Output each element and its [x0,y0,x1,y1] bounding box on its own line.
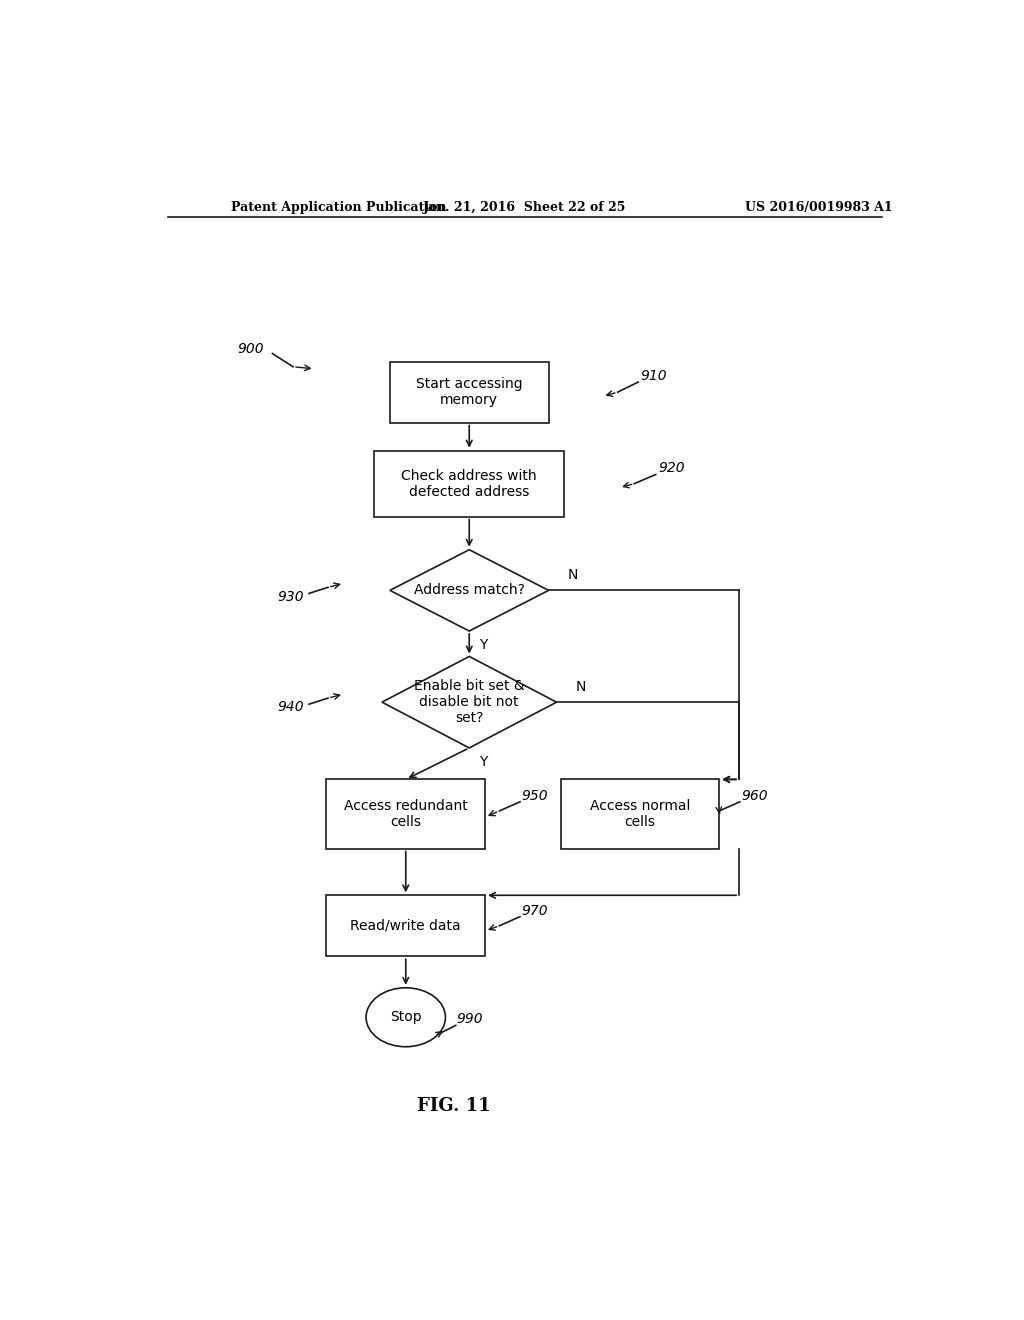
Text: Patent Application Publication: Patent Application Publication [231,201,446,214]
Text: FIG. 11: FIG. 11 [417,1097,490,1114]
Text: Enable bit set &
disable bit not
set?: Enable bit set & disable bit not set? [414,678,524,726]
Polygon shape [382,656,557,748]
Text: Check address with
defected address: Check address with defected address [401,469,537,499]
Text: 970: 970 [522,903,549,917]
Text: Access redundant
cells: Access redundant cells [344,799,468,829]
Text: 900: 900 [238,342,264,356]
Text: 930: 930 [278,590,304,605]
FancyBboxPatch shape [327,779,485,849]
Text: N: N [567,568,578,582]
Text: 990: 990 [456,1012,482,1026]
Text: Address match?: Address match? [414,583,524,598]
FancyBboxPatch shape [390,362,549,422]
Text: 920: 920 [658,462,685,475]
FancyBboxPatch shape [327,895,485,956]
Text: Start accessing
memory: Start accessing memory [416,378,522,408]
FancyBboxPatch shape [374,450,564,516]
Text: N: N [575,680,586,694]
Text: Read/write data: Read/write data [350,919,461,933]
Text: Jan. 21, 2016  Sheet 22 of 25: Jan. 21, 2016 Sheet 22 of 25 [423,201,627,214]
Text: 940: 940 [278,700,304,714]
Text: 960: 960 [741,788,768,803]
FancyBboxPatch shape [560,779,719,849]
Text: Y: Y [479,639,487,652]
Text: Access normal
cells: Access normal cells [590,799,690,829]
Text: Stop: Stop [390,1010,422,1024]
Text: 910: 910 [641,368,668,383]
Text: Y: Y [479,755,487,770]
Polygon shape [390,549,549,631]
Text: 950: 950 [522,788,549,803]
Text: US 2016/0019983 A1: US 2016/0019983 A1 [744,201,892,214]
Ellipse shape [367,987,445,1047]
